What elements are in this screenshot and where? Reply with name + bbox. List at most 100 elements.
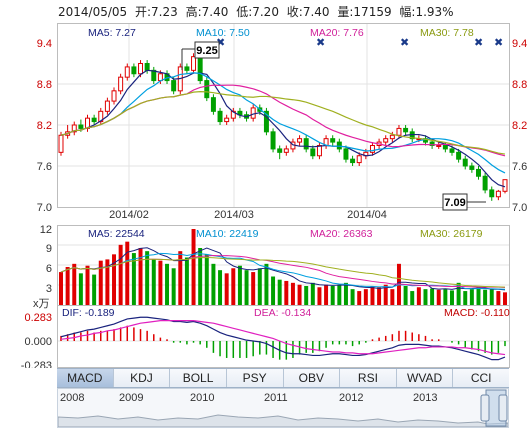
high-marker: 9.25 bbox=[181, 41, 220, 70]
timeline-navigator[interactable]: 2008 2009 2010 2011 2012 2013 bbox=[57, 388, 509, 428]
candle-body bbox=[442, 145, 448, 150]
volume-legend-ma30: MA30: 26179 bbox=[420, 228, 483, 240]
volume-bar bbox=[244, 270, 249, 305]
timeline-year: 2008 bbox=[60, 392, 84, 404]
price-ma20-line bbox=[60, 84, 506, 157]
candle-body bbox=[310, 148, 316, 157]
timeline-year: 2009 bbox=[119, 392, 143, 404]
candle-body bbox=[369, 145, 375, 153]
quote-volume: 量:17159 bbox=[337, 5, 392, 19]
volume-bar bbox=[463, 291, 468, 305]
legend-ma10: MA10: 7.50 bbox=[196, 27, 250, 39]
event-marker-icon[interactable]: ✖ bbox=[494, 37, 503, 49]
price-ma5-line bbox=[60, 69, 506, 188]
tab-kdj[interactable]: KDJ bbox=[114, 369, 171, 387]
legend-ma30: MA30: 7.78 bbox=[420, 27, 474, 39]
candle-body bbox=[104, 100, 110, 112]
candle-body bbox=[482, 175, 488, 191]
candle-body bbox=[356, 155, 362, 164]
tab-psy[interactable]: PSY bbox=[227, 369, 284, 387]
quote-close: 收:7.40 bbox=[286, 5, 330, 19]
candle-body bbox=[297, 138, 303, 143]
candle-body bbox=[456, 151, 462, 160]
event-marker-icon[interactable]: ✖ bbox=[216, 37, 225, 49]
candle-body bbox=[270, 131, 276, 150]
volume-bar bbox=[330, 286, 335, 305]
quote-date: 2014/05/05 bbox=[58, 5, 128, 19]
volume-bar bbox=[218, 270, 223, 305]
volume-bar bbox=[85, 265, 90, 305]
candle-body bbox=[131, 66, 137, 75]
volume-bar bbox=[383, 284, 388, 305]
candles bbox=[58, 53, 508, 201]
volume-bar bbox=[78, 273, 83, 305]
legend-ma20: MA20: 7.76 bbox=[310, 27, 364, 39]
volume-bar bbox=[171, 268, 176, 305]
candle-body bbox=[436, 145, 442, 147]
volume-ytick: 3 bbox=[46, 283, 52, 295]
timeline-year: 2012 bbox=[339, 392, 363, 404]
volume-bar bbox=[251, 272, 256, 305]
volume-bar bbox=[410, 291, 415, 305]
event-marker-icon[interactable]: ✖ bbox=[316, 37, 325, 49]
tab-boll[interactable]: BOLL bbox=[170, 369, 227, 387]
volume-bar bbox=[503, 292, 507, 305]
price-xtick: 2014/02 bbox=[109, 209, 149, 221]
candle-body bbox=[237, 110, 243, 116]
volume-bar bbox=[357, 291, 362, 305]
volume-legend-ma10: MA10: 22419 bbox=[196, 228, 259, 240]
timeline-left-handle[interactable] bbox=[480, 394, 490, 422]
candle-body bbox=[78, 124, 84, 129]
tab-cci[interactable]: CCI bbox=[470, 371, 492, 385]
candle-body bbox=[217, 110, 223, 123]
volume-bar bbox=[145, 251, 150, 305]
candle-body bbox=[210, 97, 216, 112]
quote-open: 开:7.23 bbox=[135, 5, 178, 19]
candle-body bbox=[336, 141, 342, 150]
volume-bar bbox=[489, 289, 494, 305]
tab-wvad[interactable]: WVAD bbox=[397, 369, 454, 387]
price-xtick: 2014/04 bbox=[347, 209, 387, 221]
volume-bar bbox=[290, 282, 295, 305]
price-ytick-right: 7.6 bbox=[512, 161, 527, 173]
volume-bar bbox=[310, 282, 315, 305]
volume-bar bbox=[151, 259, 156, 305]
volume-bar bbox=[483, 289, 488, 305]
volume-bar bbox=[72, 263, 77, 305]
volume-bar bbox=[436, 289, 441, 305]
tab-rsi[interactable]: RSI bbox=[340, 369, 397, 387]
price-ytick-left: 8.8 bbox=[37, 79, 52, 91]
volume-bar bbox=[476, 287, 481, 305]
candle-body bbox=[396, 127, 402, 136]
candle-body bbox=[330, 138, 336, 143]
timeline-right-handle[interactable] bbox=[498, 394, 508, 422]
event-marker-icon[interactable]: ✖ bbox=[474, 37, 483, 49]
event-markers: ✖ ✖ ✖ ✖ ✖ bbox=[216, 37, 503, 49]
event-marker-icon[interactable]: ✖ bbox=[400, 37, 409, 49]
legend-ma5: MA5: 7.27 bbox=[88, 27, 136, 39]
volume-bar bbox=[324, 284, 329, 305]
price-ytick-right: 7.0 bbox=[512, 202, 527, 214]
tab-macd[interactable]: MACD bbox=[57, 369, 114, 387]
macd-dea-line bbox=[60, 320, 506, 356]
candle-body bbox=[462, 158, 468, 167]
candle-body bbox=[469, 165, 475, 170]
volume-bar bbox=[449, 290, 454, 305]
volume-bar bbox=[443, 289, 448, 305]
volume-bar bbox=[469, 289, 474, 305]
volume-bar bbox=[264, 263, 269, 305]
candle-body bbox=[111, 90, 117, 102]
macd-panel: 0.283 0.000 -0.283 DIF: -0.189 DEA: -0.1… bbox=[21, 305, 510, 368]
volume-bar bbox=[231, 268, 236, 305]
tab-obv[interactable]: OBV bbox=[284, 369, 341, 387]
volume-bar bbox=[297, 284, 302, 305]
volume-bar bbox=[65, 267, 70, 305]
candle-body bbox=[495, 190, 501, 198]
quote-header: 2014/05/05 开:7.23 高:7.40 低:7.20 收:7.40 量… bbox=[58, 3, 458, 20]
volume-bar bbox=[271, 276, 276, 305]
candle-body bbox=[91, 117, 97, 123]
price-ytick-right: 8.8 bbox=[512, 79, 527, 91]
candle-body bbox=[144, 63, 150, 71]
volume-legend-ma20: MA20: 26363 bbox=[310, 228, 373, 240]
volume-ytick: 9 bbox=[46, 243, 52, 255]
